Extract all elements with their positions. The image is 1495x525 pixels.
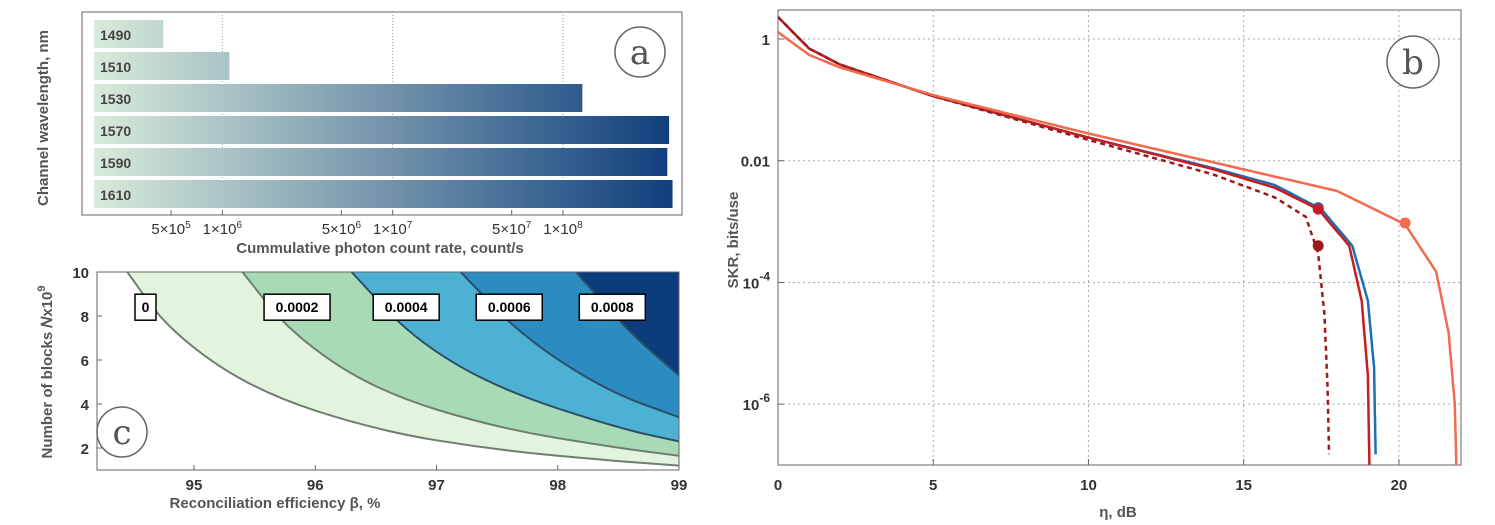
panel-c-badge <box>96 406 148 458</box>
panel-b-series <box>778 16 1458 465</box>
panel-b-grid <box>778 10 1461 465</box>
panel-a-grid <box>221 12 564 215</box>
series-line-2 <box>778 16 1331 455</box>
panel-b-ytick-label: 10-6 <box>743 391 771 414</box>
bar-label-1490: 1490 <box>100 27 131 43</box>
panel-c-ytick-label: 2 <box>81 441 89 458</box>
panel-c-xtick-label: 97 <box>428 477 445 494</box>
panel-b: 0 5 10 15 20 1 0.01 10-4 10-6 η, dB SKR, bits/us… <box>725 9 1462 521</box>
panel-b-badge <box>1386 35 1440 89</box>
panel-a-xtick-label: 5×106 <box>322 220 362 238</box>
panel-c-ytick-label: 6 <box>81 353 89 370</box>
contour-label-box-4 <box>578 293 647 321</box>
series-marker-2 <box>1312 240 1324 252</box>
bar-1610 <box>94 180 673 208</box>
series-marker-1 <box>1312 203 1324 215</box>
contour-label-2: 0.0004 <box>385 299 428 315</box>
panel-b-ticks: 0 5 10 15 20 1 0.01 10-4 10-6 <box>741 32 1407 494</box>
panel-c-contour-labels: 0 0.0002 0.0004 0.0006 0.0008 <box>134 293 647 321</box>
panel-a-xtick-label: 1×108 <box>543 220 583 238</box>
contour-line-3 <box>460 272 679 419</box>
panel-b-ytick-label: 10-4 <box>743 269 771 292</box>
panel-b-xtick-label: 10 <box>1080 477 1097 494</box>
panel-b-ylabel: SKR, bits/use <box>725 192 742 289</box>
bar-label-1530: 1530 <box>100 91 131 107</box>
panel-a-xtick-label: 1×106 <box>203 220 243 238</box>
bar-1590 <box>94 148 668 176</box>
bar-label-1590: 1590 <box>100 155 131 171</box>
contour-label-0: 0 <box>142 299 150 315</box>
panel-a-badge-label: a <box>630 33 650 73</box>
panel-c-xtick-label: 96 <box>307 477 324 494</box>
bar-label-1570: 1570 <box>100 123 131 139</box>
panel-b-xlabel: η, dB <box>1099 504 1137 521</box>
panel-a-xtick-label: 1×107 <box>373 220 413 238</box>
panel-a-xlabel: Cummulative photon count rate, count/s <box>236 240 524 257</box>
series-marker-3 <box>1399 217 1411 229</box>
bar-1490 <box>94 20 164 48</box>
panel-b-xtick-label: 20 <box>1391 477 1408 494</box>
contour-label-3: 0.0006 <box>488 299 531 315</box>
panel-a-xtick-label: 5×107 <box>492 220 532 238</box>
series-line-3 <box>778 31 1458 465</box>
panel-c-frame <box>96 271 680 471</box>
contour-label-box-0 <box>134 293 157 321</box>
panel-b-ytick-label: 1 <box>762 32 770 49</box>
panel-a-xticks: 5×105 1×106 5×106 1×107 5×107 1×108 <box>151 210 583 238</box>
panel-b-xtick-label: 5 <box>929 477 937 494</box>
bar-1530 <box>94 84 583 112</box>
panel-b-badge-label: b <box>1402 43 1424 83</box>
panel-c-ytick-label: 4 <box>81 397 90 414</box>
panel-b-frame <box>777 9 1462 466</box>
panel-c-ytick-label: 8 <box>81 309 89 326</box>
panel-c-badge-label: c <box>112 413 131 453</box>
panel-c-xtick-label: 98 <box>549 477 566 494</box>
panel-a-ylabel: Channel wavelength, nm <box>35 30 52 206</box>
bar-1570 <box>94 116 670 144</box>
panel-c-ytick-label: 10 <box>72 265 89 282</box>
panel-a-bars: 1490 1510 1530 1570 1590 1610 <box>94 20 673 208</box>
contour-label-box-1 <box>263 293 331 321</box>
panel-c: 95 96 97 98 99 2 4 6 8 10 0 0.0002 0.0004 0.0006 0.00… <box>36 265 687 512</box>
panel-c-xtick-label: 95 <box>186 477 203 494</box>
bar-label-1510: 1510 <box>100 59 131 75</box>
contour-label-box-2 <box>372 293 440 321</box>
bar-label-1610: 1610 <box>100 187 131 203</box>
panel-c-xtick-label: 99 <box>671 477 688 494</box>
panel-b-xtick-label: 0 <box>774 477 782 494</box>
panel-a-xtick-label: 5×105 <box>151 220 191 238</box>
panel-c-xlabel: Reconciliation efficiency β, % <box>170 495 381 512</box>
bar-1510 <box>94 52 230 80</box>
panel-a: 1490 1510 1530 1570 1590 1610 5×105 1×106 5×106… <box>35 11 683 257</box>
panel-c-ylabel: Number of blocks 𝑁x109 <box>36 286 56 459</box>
panel-c-ticks: 95 96 97 98 99 2 4 6 8 10 <box>72 265 687 494</box>
contour-label-1: 0.0002 <box>276 299 319 315</box>
panel-a-badge <box>614 26 666 78</box>
panel-b-ytick-label: 0.01 <box>741 154 770 171</box>
contour-label-4: 0.0008 <box>591 299 634 315</box>
panel-b-xtick-label: 15 <box>1235 477 1252 494</box>
contour-label-box-3 <box>475 293 543 321</box>
